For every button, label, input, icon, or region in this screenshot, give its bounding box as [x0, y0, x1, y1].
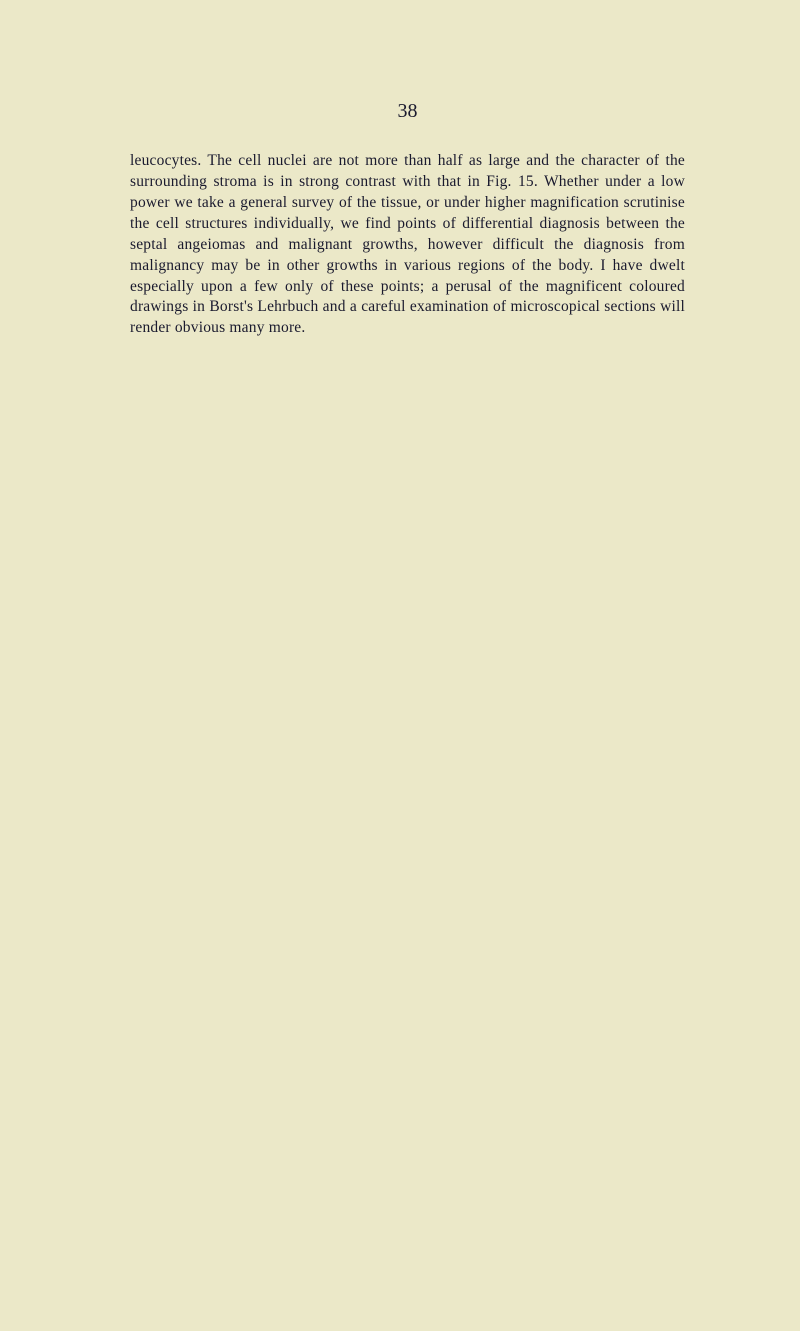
document-page: 38 leucocytes. The cell nuclei are not m… — [0, 0, 800, 339]
body-paragraph: leucocytes. The cell nuclei are not more… — [130, 151, 685, 339]
page-number: 38 — [130, 100, 685, 123]
